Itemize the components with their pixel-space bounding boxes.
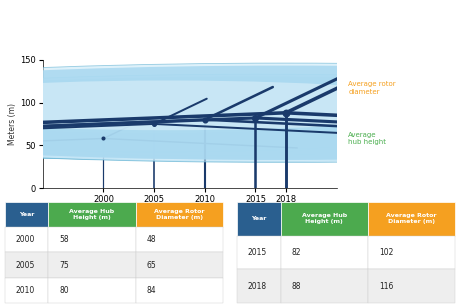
Text: 58: 58 (59, 235, 69, 244)
Bar (48, 252, 136, 278)
Text: Average Rotor
Diameter (m): Average Rotor Diameter (m) (154, 209, 204, 220)
Bar (281, 236, 368, 269)
Circle shape (0, 76, 474, 159)
Text: 116: 116 (379, 282, 393, 291)
Circle shape (0, 84, 474, 156)
Circle shape (0, 74, 474, 162)
Text: 102: 102 (379, 248, 393, 257)
Bar (5, 202, 48, 227)
Bar (5, 227, 48, 252)
Bar (48, 278, 136, 303)
Text: Year: Year (19, 212, 34, 217)
Bar (5, 278, 48, 303)
Circle shape (0, 119, 335, 158)
Bar (48, 202, 136, 227)
Circle shape (0, 96, 474, 152)
Y-axis label: Meters (m): Meters (m) (8, 103, 17, 145)
Circle shape (0, 80, 462, 130)
Text: 65: 65 (146, 261, 156, 270)
Circle shape (0, 63, 474, 162)
Text: 75: 75 (59, 261, 69, 270)
Text: 84: 84 (146, 286, 156, 295)
Text: Average Hub
Height (m): Average Hub Height (m) (69, 209, 115, 220)
Text: Average
hub height: Average hub height (348, 132, 386, 145)
Bar (136, 278, 223, 303)
Circle shape (0, 98, 467, 150)
Text: 2010: 2010 (16, 286, 35, 295)
Text: 2005: 2005 (16, 261, 35, 270)
Circle shape (0, 125, 176, 146)
Bar (368, 202, 455, 236)
Text: Evolution of the “Average” Utility-Scale Turbine: Evolution of the “Average” Utility-Scale… (6, 32, 275, 42)
Bar (237, 202, 281, 236)
Text: 88: 88 (292, 282, 301, 291)
Text: Figure 84: Figure 84 (6, 10, 39, 16)
Circle shape (0, 65, 474, 160)
Bar (368, 236, 455, 269)
Bar (136, 202, 223, 227)
Circle shape (0, 85, 474, 154)
Bar (281, 269, 368, 303)
Bar (368, 269, 455, 303)
Text: 82: 82 (292, 248, 301, 257)
Circle shape (0, 118, 346, 159)
Text: Average Hub
Height (m): Average Hub Height (m) (301, 213, 347, 224)
Text: Year: Year (251, 216, 266, 221)
Bar (281, 202, 368, 236)
Text: 2000: 2000 (16, 235, 35, 244)
Text: Average rotor
diameter: Average rotor diameter (348, 81, 396, 95)
Text: Average Rotor
Diameter (m): Average Rotor Diameter (m) (386, 213, 437, 224)
Text: 48: 48 (146, 235, 156, 244)
Bar (48, 227, 136, 252)
Bar (237, 269, 281, 303)
Circle shape (0, 90, 410, 133)
Text: 2018: 2018 (248, 282, 267, 291)
Circle shape (0, 96, 332, 132)
Circle shape (0, 106, 253, 134)
Bar (136, 252, 223, 278)
Text: 2015: 2015 (248, 248, 267, 257)
Bar (136, 227, 223, 252)
Bar (5, 252, 48, 278)
Text: 80: 80 (59, 286, 69, 295)
Bar (237, 236, 281, 269)
